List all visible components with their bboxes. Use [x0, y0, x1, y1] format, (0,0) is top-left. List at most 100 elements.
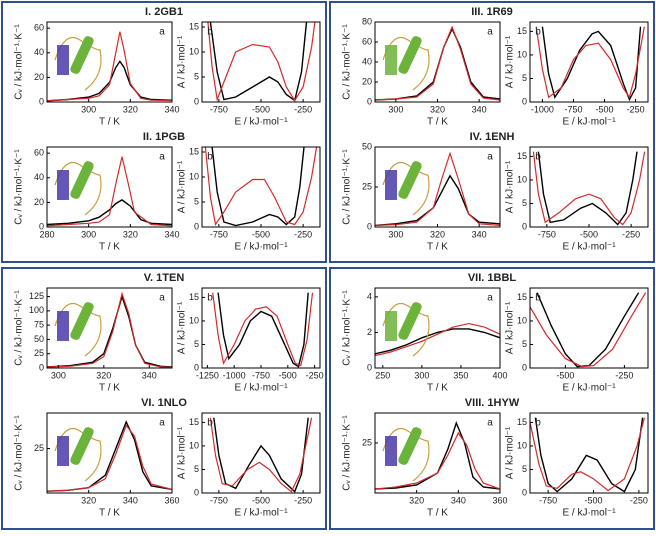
y-tick-label: 100	[29, 305, 44, 315]
y-tick-label: 15	[189, 21, 199, 31]
x-tick-label: -250	[622, 229, 640, 239]
y-tick-label: 40	[34, 47, 44, 57]
curve	[213, 417, 309, 493]
y-tick-label: 125	[29, 291, 44, 301]
inset-sheet	[385, 170, 397, 200]
panel-label: a	[159, 27, 165, 38]
y-tick-label: 0	[367, 362, 372, 372]
y-tick-label: 0	[522, 362, 527, 372]
x-axis-label: E / kJ·mol⁻¹	[234, 242, 288, 253]
inset-coil	[382, 427, 430, 482]
y-axis-label: Cᵥ / kJ·mol⁻¹·K⁻¹	[14, 149, 25, 225]
y-axis-label: Cᵥ / kJ·mol⁻¹·K⁻¹	[14, 24, 25, 100]
x-axis-label: T / K	[427, 383, 448, 394]
x-tick-label: -250	[294, 104, 312, 114]
y-tick-label: 0	[367, 221, 372, 231]
y-tick-label: 15	[189, 292, 199, 302]
inset-helix	[398, 302, 422, 340]
inset-coil	[54, 161, 102, 216]
y-tick-label: 0	[39, 362, 44, 372]
x-tick-label: 300	[388, 229, 403, 239]
y-tick-label: 5	[522, 198, 527, 208]
panel-label: a	[159, 152, 165, 163]
curve	[530, 417, 645, 492]
x-tick-label: 300	[414, 370, 429, 380]
y-tick-label: 10	[517, 49, 527, 59]
panel-label: a	[487, 152, 493, 163]
y-tick-label: 10	[517, 315, 527, 325]
x-axis-label: T / K	[99, 117, 120, 128]
y-tick-label: 25	[362, 181, 372, 191]
inset-coil	[54, 36, 102, 91]
y-tick-label: 50	[34, 334, 44, 344]
y-tick-label: 5	[522, 464, 527, 474]
x-tick-label: 320	[81, 495, 96, 505]
x-tick-label: -750	[564, 104, 582, 114]
panel-label: b	[535, 152, 541, 163]
y-tick-label: 0	[367, 96, 372, 106]
y-tick-label: 10	[517, 174, 527, 184]
x-tick-label: -250	[294, 229, 312, 239]
y-tick-label: 75	[34, 320, 44, 330]
x-tick-label: 340	[451, 495, 466, 505]
y-tick-label: 10	[189, 46, 199, 56]
y-tick-label: 25	[362, 437, 372, 447]
x-axis-label: T / K	[99, 383, 120, 394]
y-tick-label: 2	[367, 327, 372, 337]
inset-coil	[382, 161, 430, 216]
y-tick-label: 25	[34, 348, 44, 358]
panel-title: VII. 1BBL	[468, 272, 517, 284]
inset-sheet	[57, 436, 69, 466]
x-tick-label: -750	[210, 229, 228, 239]
panel-title: V. 1TEN	[144, 272, 185, 284]
y-tick-label: 15	[189, 417, 199, 427]
y-axis-label: Cᵥ / kJ·mol⁻¹·K⁻¹	[342, 415, 353, 491]
x-axis-label: E / kJ·mol⁻¹	[234, 117, 288, 128]
curve	[211, 147, 305, 227]
inset-helix	[70, 427, 94, 465]
x-tick-label: 340	[123, 495, 138, 505]
y-tick-label: 80	[362, 16, 372, 26]
curve	[375, 431, 500, 490]
curve	[535, 26, 645, 99]
curve	[47, 424, 172, 492]
x-tick-label: 320	[430, 104, 445, 114]
x-tick-label: 320	[96, 370, 111, 380]
curve	[375, 25, 500, 101]
y-tick-label: 10	[189, 171, 199, 181]
curve	[47, 60, 172, 102]
x-axis-label: T / K	[427, 117, 448, 128]
y-tick-label: 40	[34, 172, 44, 182]
panel-label: b	[535, 27, 541, 38]
y-tick-label: 15	[189, 146, 199, 156]
y-tick-label: 5	[194, 71, 199, 81]
y-tick-label: 20	[34, 72, 44, 82]
x-tick-label: 300	[81, 229, 96, 239]
y-axis-label: Cᵥ / kJ·mol⁻¹·K⁻¹	[342, 24, 353, 100]
inset-sheet	[385, 436, 397, 466]
y-tick-label: 0	[194, 96, 199, 106]
plot-frame	[529, 412, 649, 494]
x-axis-label: T / K	[427, 242, 448, 253]
x-tick-label: -750	[252, 370, 270, 380]
inset-sheet	[385, 311, 397, 341]
plot-frame	[46, 146, 173, 228]
y-tick-label: 0	[194, 362, 199, 372]
inset-helix	[398, 36, 422, 74]
panel-label: b	[207, 293, 213, 304]
y-tick-label: 20	[362, 76, 372, 86]
panel-label: a	[487, 418, 493, 429]
x-tick-label: -750	[210, 104, 228, 114]
x-axis-label: E / kJ·mol⁻¹	[562, 117, 616, 128]
y-axis-label: A / kJ·mol⁻¹	[505, 160, 516, 213]
curve	[534, 417, 644, 493]
curve	[47, 199, 172, 226]
x-tick-label: 340	[164, 229, 179, 239]
plot-frame	[374, 412, 501, 494]
y-tick-label: 5	[522, 339, 527, 349]
x-tick-label: 320	[409, 495, 424, 505]
inset-coil	[54, 302, 102, 357]
plot-frame	[46, 287, 173, 369]
y-axis-label: A / kJ·mol⁻¹	[177, 426, 188, 479]
x-tick-label: 340	[164, 104, 179, 114]
